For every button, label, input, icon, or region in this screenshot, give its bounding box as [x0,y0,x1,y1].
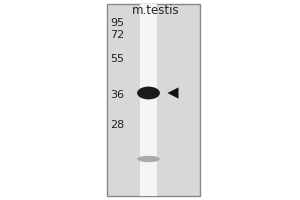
Text: m.testis: m.testis [132,4,180,18]
Ellipse shape [137,87,160,99]
Bar [106,4,200,196]
Text: 36: 36 [110,90,124,100]
Polygon shape [167,87,178,99]
Text: 72: 72 [110,30,124,40]
Text: 55: 55 [110,54,124,64]
Bar [140,4,157,196]
Text: 28: 28 [110,120,124,130]
Text: 95: 95 [110,18,124,28]
Ellipse shape [137,156,160,162]
